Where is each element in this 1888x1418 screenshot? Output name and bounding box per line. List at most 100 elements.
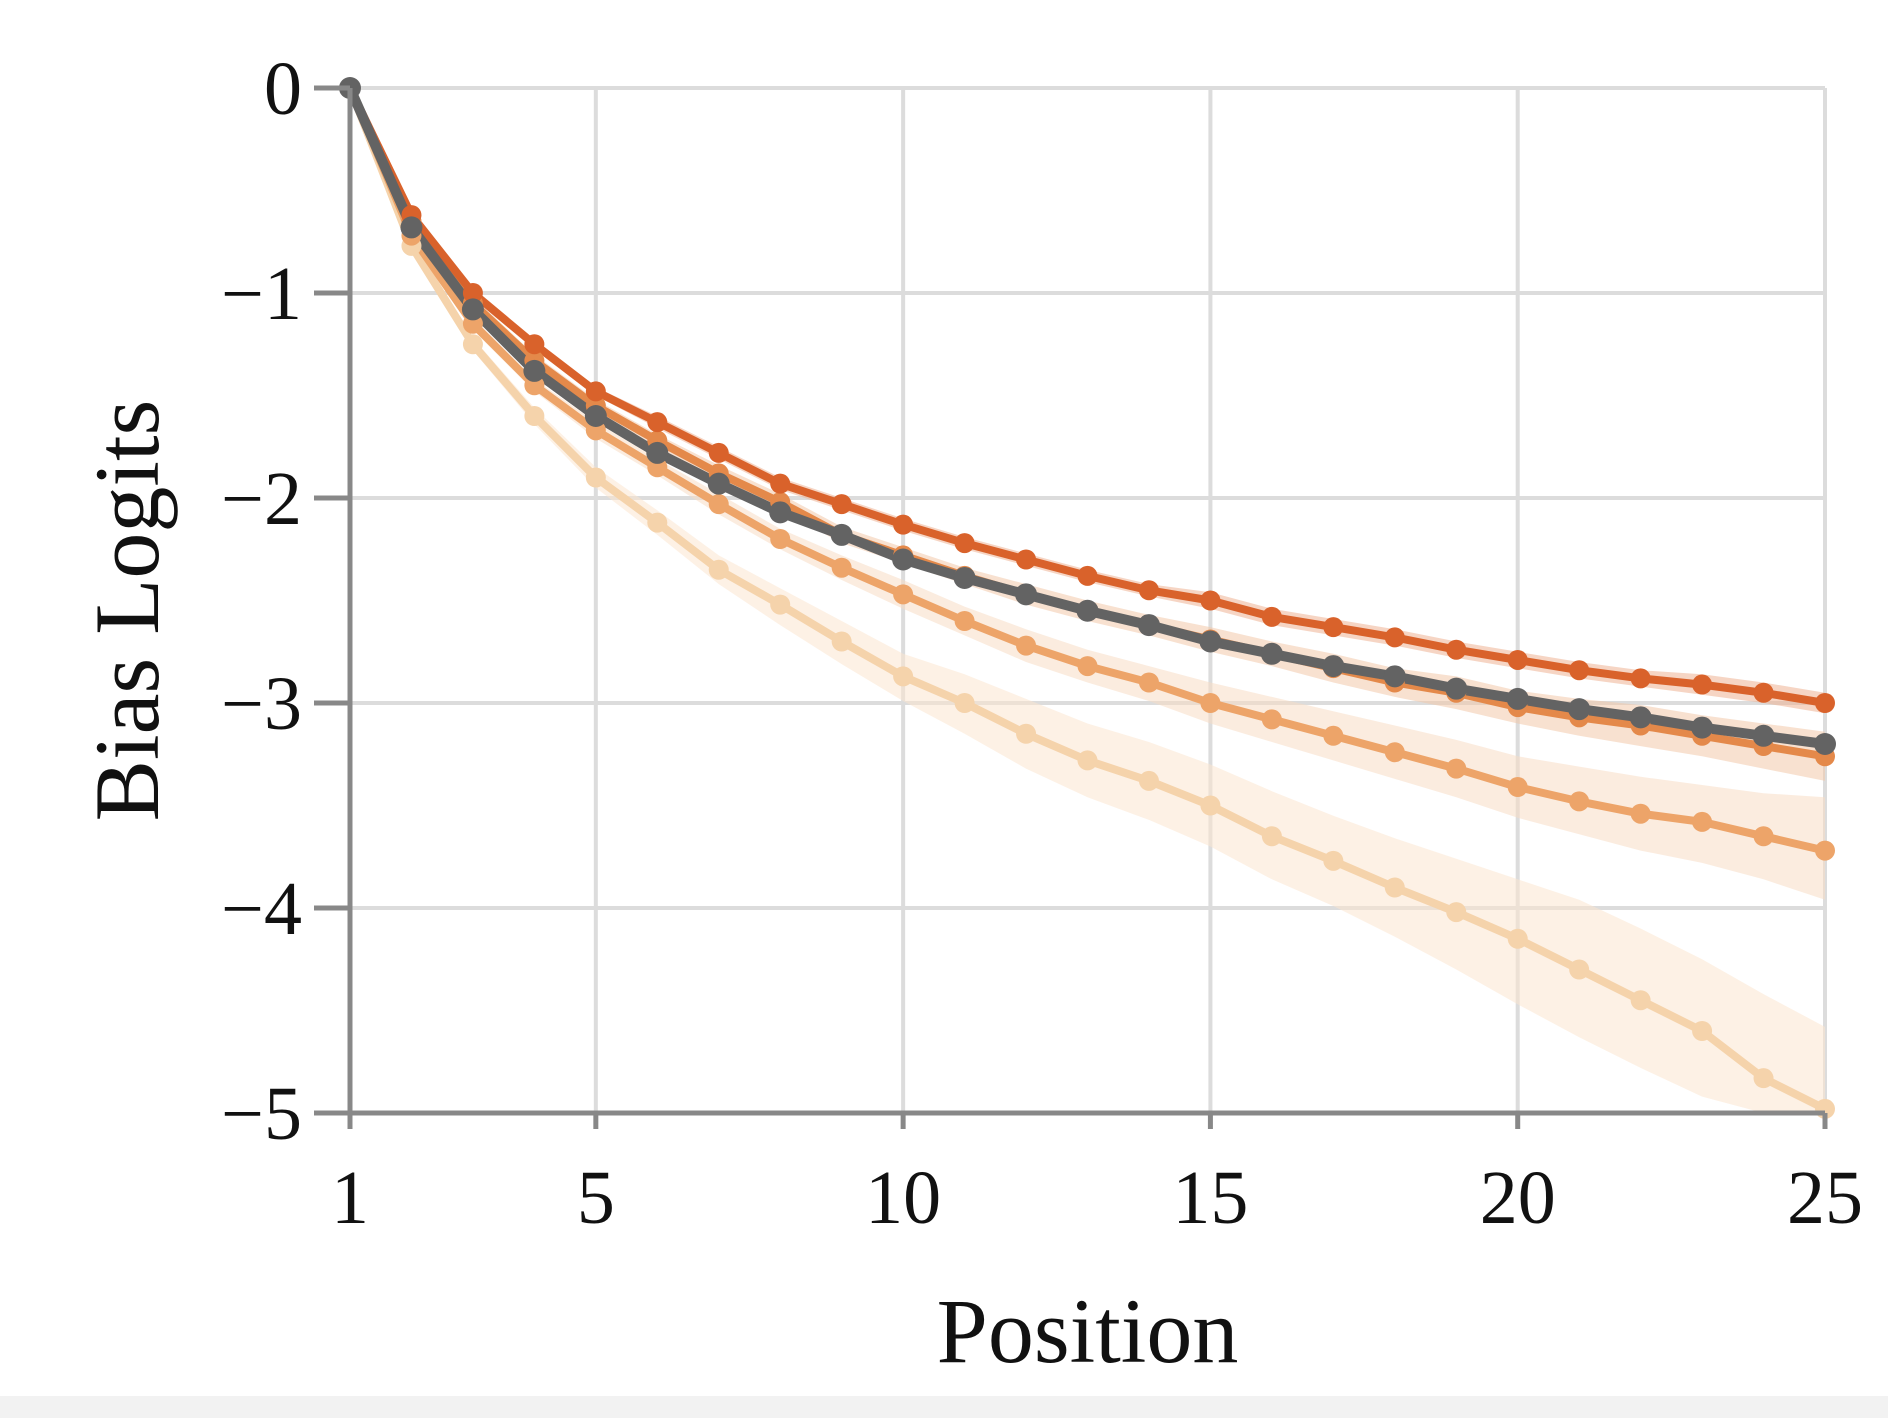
data-point [1815,840,1835,861]
data-point [1200,693,1221,713]
data-point [1016,723,1037,744]
data-point [1507,649,1528,670]
data-point [1630,990,1651,1011]
data-point [1200,590,1221,611]
data-point [1200,795,1221,816]
data-point [893,584,914,605]
data-point [1507,928,1528,949]
data-point [1629,706,1652,729]
data-point [1815,693,1835,713]
data-point [1383,665,1406,688]
data-point [461,298,484,321]
data-point [954,533,975,554]
data-point [708,494,729,515]
data-point [953,566,976,589]
data-point [1692,811,1713,832]
data-point [1569,660,1590,681]
data-point [892,548,915,571]
data-point [1445,677,1468,700]
data-point [1323,725,1344,746]
data-point [770,473,791,494]
data-point [585,467,606,488]
data-point [707,472,730,495]
y-tick-label: −2 [221,457,302,541]
data-point [1077,656,1098,677]
data-point [1384,742,1405,763]
x-tick-label: 5 [577,1156,615,1240]
y-tick-label: −5 [221,1072,302,1156]
data-point [1630,803,1651,824]
data-point [1506,687,1529,710]
y-tick-label: 0 [264,47,302,131]
data-point [831,631,852,652]
data-point [1138,580,1159,601]
data-point [523,359,546,382]
data-point [954,611,975,631]
data-point [893,514,914,535]
data-point [524,406,545,426]
data-point [1384,877,1405,898]
data-point [584,405,607,427]
data-point [1261,606,1282,627]
y-tick-label: −4 [221,867,302,951]
data-point [1323,617,1344,638]
series-band [350,88,1825,1113]
data-point [1016,549,1037,570]
data-point [1260,642,1283,665]
data-point [1753,826,1774,847]
data-point [1753,1068,1774,1089]
data-point [462,334,483,355]
data-point [708,559,729,580]
data-point [1138,672,1159,693]
series-points [339,77,1836,1119]
data-point [1077,565,1098,586]
data-point [893,666,914,687]
x-tick-label: 15 [1172,1156,1248,1240]
data-point [1384,627,1405,648]
data-point [1569,959,1590,980]
data-point [831,557,852,578]
x-tick-label: 1 [331,1156,369,1240]
data-point [708,442,729,463]
data-point [462,283,483,303]
data-point [1076,599,1099,622]
data-point [1814,733,1836,755]
bottom-strip [0,1396,1888,1418]
y-tick-label: −1 [221,252,302,336]
data-point [1752,724,1775,747]
data-point [400,216,423,239]
data-point [1261,826,1282,847]
data-point [1016,635,1037,656]
data-point [1507,777,1528,798]
data-point [1446,902,1467,923]
x-tick-label: 25 [1787,1156,1863,1240]
data-point [1138,770,1159,791]
data-point [585,381,606,402]
data-point [1323,850,1344,871]
data-point [1446,639,1467,660]
data-point [770,529,791,549]
data-point [769,501,792,524]
data-point [1568,698,1591,721]
data-point [646,441,669,464]
axes [314,85,1828,1129]
x-tick-label: 10 [865,1156,941,1240]
y-tick-label: −3 [221,662,302,746]
data-point [1261,709,1282,730]
data-point [1630,668,1651,689]
data-point [831,494,852,515]
data-point [1015,583,1038,606]
data-point [1692,1021,1713,1041]
data-point [770,594,791,615]
data-point [1077,750,1098,771]
data-point [524,334,545,355]
data-point [1569,791,1590,812]
data-point [1692,674,1713,695]
data-point [954,693,975,713]
data-point [830,523,853,546]
data-point [1322,655,1345,678]
data-point [1446,758,1467,779]
y-axis-label: Bias Logits [76,400,178,822]
data-point [1199,630,1222,653]
